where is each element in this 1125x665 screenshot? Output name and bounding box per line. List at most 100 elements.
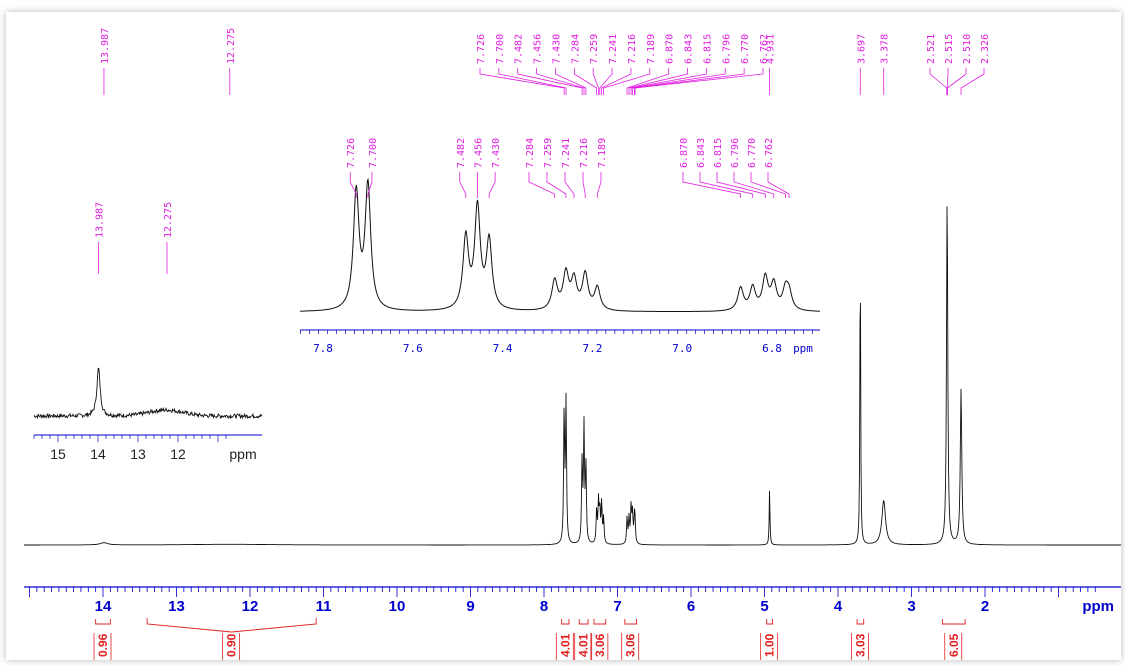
integral-bracket bbox=[95, 619, 111, 625]
peak-leader bbox=[634, 68, 745, 95]
peak-label: 6.762 bbox=[759, 34, 770, 64]
peak-leader bbox=[626, 68, 670, 95]
inset-peak-leader bbox=[564, 172, 575, 198]
peak-label: 2.515 bbox=[944, 34, 955, 64]
peak-label: 7.189 bbox=[646, 34, 657, 64]
inset-peak-label: 7.241 bbox=[561, 138, 572, 168]
peak-leader bbox=[947, 68, 967, 95]
integral-value: 3.06 bbox=[593, 633, 607, 657]
acid-trace bbox=[33, 367, 263, 420]
peak-leader bbox=[498, 68, 567, 95]
inset-peak-label: 7.482 bbox=[456, 138, 467, 168]
integral-value: 4.01 bbox=[558, 633, 572, 657]
x-tick-label: 9 bbox=[466, 598, 474, 615]
peak-leader bbox=[536, 68, 585, 95]
peak-label: 4.931 bbox=[766, 34, 777, 64]
inset-peak-leader bbox=[750, 172, 786, 198]
integral-value: 3.06 bbox=[624, 633, 638, 657]
inset-tick-label: 13 bbox=[130, 446, 146, 462]
peak-leader bbox=[630, 68, 707, 95]
peak-label: 13.987 bbox=[100, 28, 111, 64]
integral-bracket bbox=[561, 619, 570, 625]
inset-tick-label: 15 bbox=[50, 446, 66, 462]
inset-peak-label: 12.275 bbox=[163, 202, 174, 238]
x-tick-label: 5 bbox=[760, 598, 768, 615]
peak-leader bbox=[634, 68, 764, 95]
x-tick-label: 8 bbox=[540, 598, 548, 615]
peak-label: 6.796 bbox=[721, 34, 732, 64]
integral-bracket bbox=[146, 618, 317, 633]
peak-label: 7.482 bbox=[514, 34, 525, 64]
peak-leader bbox=[601, 68, 632, 95]
integral-bracket bbox=[593, 619, 607, 625]
spectrum-trace bbox=[24, 206, 1121, 546]
peak-label: 7.700 bbox=[495, 34, 506, 64]
inset-peak-label: 7.430 bbox=[491, 138, 502, 168]
x-tick-label: 4 bbox=[834, 598, 843, 615]
inset-peak-leader bbox=[546, 172, 567, 198]
inset-peak-leader bbox=[459, 172, 467, 198]
x-tick-label: 12 bbox=[242, 598, 259, 615]
aromatic-trace bbox=[299, 177, 820, 312]
inset-peak-label: 7.216 bbox=[579, 138, 590, 168]
peak-label: 2.326 bbox=[980, 34, 991, 64]
integral-value: 4.01 bbox=[577, 633, 591, 657]
peak-label: 2.510 bbox=[962, 34, 973, 64]
peak-label: 3.378 bbox=[880, 34, 891, 64]
inset-axis-label: ppm bbox=[229, 446, 256, 462]
inset-tick-label: 12 bbox=[170, 446, 186, 462]
x-tick-label: 11 bbox=[316, 598, 332, 615]
peak-label: 6.815 bbox=[702, 34, 713, 64]
inset-peak-label: 6.770 bbox=[747, 138, 758, 168]
inset-peak-leader bbox=[682, 172, 741, 198]
integral-value: 3.03 bbox=[853, 633, 867, 657]
x-tick-label: 3 bbox=[907, 598, 915, 615]
inset-peak-label: 7.259 bbox=[543, 138, 554, 168]
peak-label: 7.241 bbox=[608, 34, 619, 64]
peak-leader bbox=[599, 68, 613, 95]
inset-tick-label: 7.2 bbox=[582, 342, 602, 355]
inset-peak-leader bbox=[733, 172, 775, 198]
inset-peak-leader bbox=[699, 172, 754, 198]
integral-bracket bbox=[624, 619, 638, 625]
inset-peak-leader bbox=[767, 172, 790, 198]
aromatic-inset: 7.8 7.6 7.4 7.2 7.0 6.8 ppm 7.726 7.700 7.482 7.45… bbox=[299, 138, 820, 355]
inset-tick-label: 7.0 bbox=[672, 342, 692, 355]
x-tick-label: 14 bbox=[95, 598, 112, 615]
inset-peak-leader bbox=[596, 172, 602, 198]
x-tick-label: 10 bbox=[389, 598, 406, 615]
inset-tick-label: 7.6 bbox=[403, 342, 423, 355]
peak-label: 6.770 bbox=[740, 34, 751, 64]
inset-peak-leader bbox=[488, 172, 496, 198]
x-tick-label: 6 bbox=[687, 598, 695, 615]
peak-label: 7.430 bbox=[551, 34, 562, 64]
peak-label: 12.275 bbox=[226, 28, 237, 64]
peak-leader bbox=[573, 68, 598, 95]
peak-label: 6.843 bbox=[684, 34, 695, 64]
integral-bracket bbox=[856, 619, 865, 625]
peak-label: 7.259 bbox=[589, 34, 600, 64]
peak-leader bbox=[632, 68, 726, 95]
inset-peak-label: 7.284 bbox=[525, 138, 536, 168]
x-axis-label: ppm bbox=[1082, 598, 1114, 615]
inset-peak-leader bbox=[716, 172, 766, 198]
inset-axis-label: ppm bbox=[793, 342, 813, 355]
inset-tick-label: 6.8 bbox=[762, 342, 782, 355]
integral-value: 0.90 bbox=[225, 633, 239, 657]
inset-peak-label: 7.700 bbox=[368, 138, 379, 168]
inset-peak-label: 6.843 bbox=[696, 138, 707, 168]
integral-value: 1.00 bbox=[763, 633, 777, 657]
integral-value: 6.05 bbox=[947, 633, 961, 657]
inset-tick-label: 14 bbox=[90, 446, 106, 462]
peak-leader bbox=[517, 68, 583, 95]
inset-peak-label: 6.815 bbox=[713, 138, 724, 168]
peak-leader bbox=[929, 68, 948, 95]
peak-label: 7.726 bbox=[476, 34, 487, 64]
peak-label: 3.697 bbox=[856, 34, 867, 64]
peak-label: 6.870 bbox=[665, 34, 676, 64]
integral-bracket bbox=[766, 619, 774, 625]
inset-peak-leader bbox=[367, 172, 373, 198]
x-tick-label: 13 bbox=[168, 598, 185, 615]
